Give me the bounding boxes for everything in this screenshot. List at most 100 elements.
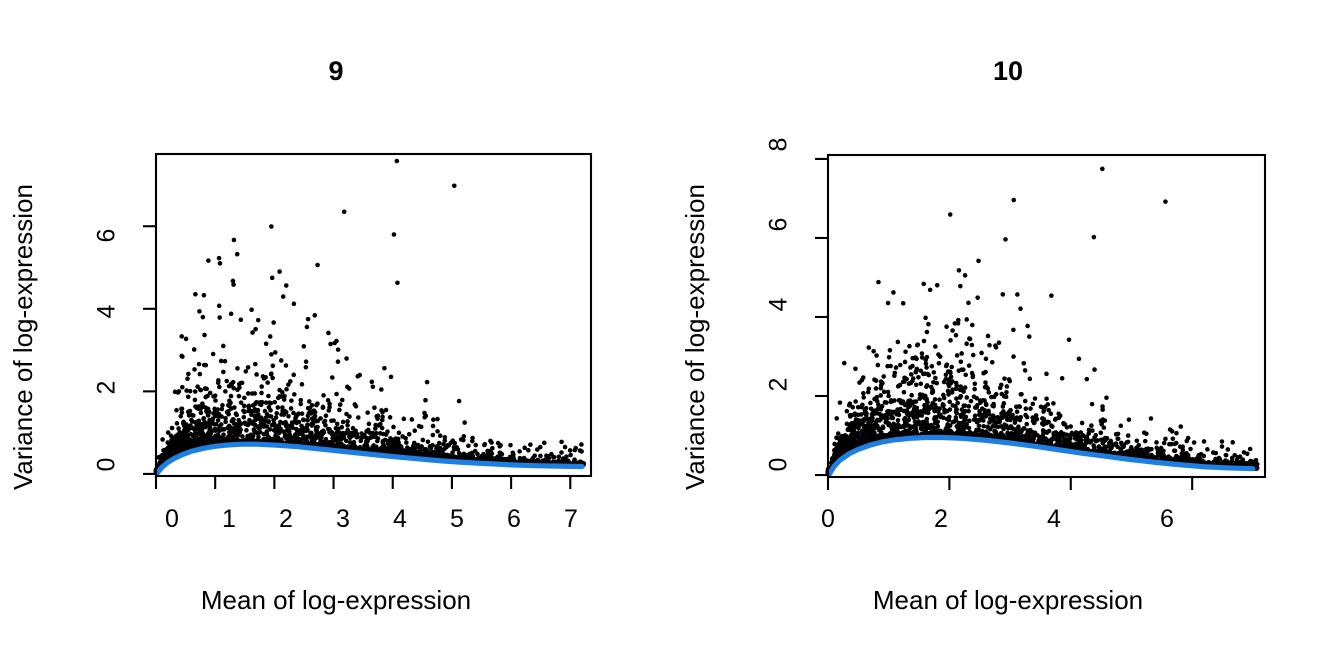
data-point bbox=[1095, 438, 1100, 443]
data-point bbox=[189, 439, 195, 444]
data-point bbox=[343, 438, 349, 444]
data-point bbox=[932, 397, 938, 402]
data-point bbox=[1028, 406, 1033, 411]
data-point bbox=[198, 410, 204, 416]
data-point bbox=[200, 314, 206, 320]
data-point bbox=[351, 432, 356, 438]
data-point bbox=[309, 430, 314, 436]
data-point bbox=[387, 415, 393, 420]
data-point bbox=[257, 415, 262, 420]
data-point bbox=[1012, 431, 1017, 436]
data-point bbox=[903, 349, 908, 355]
data-point bbox=[916, 375, 921, 380]
data-point bbox=[260, 374, 266, 379]
data-point bbox=[379, 408, 384, 413]
data-point bbox=[1017, 404, 1023, 410]
data-point bbox=[310, 435, 315, 441]
data-point bbox=[947, 399, 953, 405]
data-point bbox=[299, 382, 305, 387]
data-point bbox=[251, 427, 257, 432]
data-point bbox=[283, 363, 289, 368]
data-point bbox=[573, 445, 578, 451]
data-point bbox=[420, 437, 426, 443]
data-point bbox=[567, 448, 573, 453]
data-point bbox=[435, 416, 440, 422]
data-point bbox=[238, 427, 243, 433]
data-point bbox=[280, 408, 285, 413]
data-point bbox=[185, 376, 190, 381]
data-point bbox=[388, 374, 394, 380]
data-point bbox=[983, 401, 989, 407]
data-point bbox=[291, 372, 297, 378]
data-point bbox=[436, 440, 442, 446]
data-point bbox=[303, 437, 309, 443]
data-point bbox=[913, 382, 919, 388]
data-point bbox=[1086, 431, 1092, 436]
x-axis-title: Mean of log-expression bbox=[200, 585, 472, 615]
data-point bbox=[278, 358, 284, 363]
data-point bbox=[279, 390, 285, 395]
data-point bbox=[396, 442, 402, 447]
data-point bbox=[293, 418, 298, 423]
data-point bbox=[245, 391, 251, 396]
x-tick-label: 5 bbox=[450, 505, 464, 533]
data-point bbox=[197, 371, 203, 377]
data-point bbox=[425, 448, 430, 454]
data-point bbox=[1011, 327, 1016, 333]
data-point bbox=[183, 336, 189, 342]
data-point bbox=[379, 387, 384, 392]
data-point bbox=[255, 407, 261, 413]
data-point bbox=[235, 433, 240, 438]
data-point bbox=[422, 410, 427, 416]
data-point bbox=[195, 441, 200, 447]
data-point bbox=[211, 411, 216, 416]
x-tick-label: 7 bbox=[564, 505, 578, 533]
data-point bbox=[895, 339, 901, 345]
data-point bbox=[307, 409, 313, 415]
data-point bbox=[241, 414, 247, 420]
data-point bbox=[254, 372, 259, 377]
data-point bbox=[254, 399, 259, 405]
data-point bbox=[844, 408, 850, 414]
data-point bbox=[395, 280, 400, 286]
data-point bbox=[228, 393, 234, 399]
axis-ticks bbox=[143, 225, 572, 489]
data-point bbox=[955, 400, 960, 406]
data-point bbox=[327, 404, 332, 410]
data-point bbox=[497, 456, 502, 461]
data-point bbox=[282, 432, 288, 437]
data-point bbox=[434, 444, 440, 449]
data-point bbox=[1004, 384, 1010, 389]
data-point bbox=[325, 398, 331, 403]
data-point bbox=[487, 448, 493, 454]
data-point bbox=[307, 399, 312, 404]
data-point bbox=[245, 365, 251, 370]
data-point bbox=[169, 425, 175, 431]
data-point bbox=[544, 453, 549, 459]
data-point bbox=[197, 309, 202, 314]
data-point bbox=[312, 409, 318, 415]
data-point bbox=[253, 326, 258, 332]
data-point bbox=[213, 398, 218, 403]
data-point bbox=[538, 453, 543, 459]
data-point bbox=[334, 438, 340, 444]
data-point bbox=[396, 430, 402, 436]
data-point bbox=[907, 343, 912, 349]
data-point bbox=[255, 317, 261, 323]
data-point bbox=[1033, 413, 1039, 418]
data-point bbox=[895, 384, 901, 389]
data-point bbox=[234, 421, 239, 427]
data-point bbox=[958, 359, 964, 365]
data-point bbox=[216, 303, 222, 309]
data-point bbox=[223, 389, 228, 394]
data-point bbox=[206, 258, 211, 263]
data-point bbox=[328, 341, 333, 347]
data-point bbox=[247, 420, 252, 425]
data-point bbox=[179, 384, 185, 390]
data-point bbox=[966, 425, 972, 431]
data-point bbox=[347, 440, 353, 445]
data-point bbox=[906, 417, 912, 423]
data-point bbox=[341, 435, 347, 440]
data-point bbox=[411, 440, 417, 446]
